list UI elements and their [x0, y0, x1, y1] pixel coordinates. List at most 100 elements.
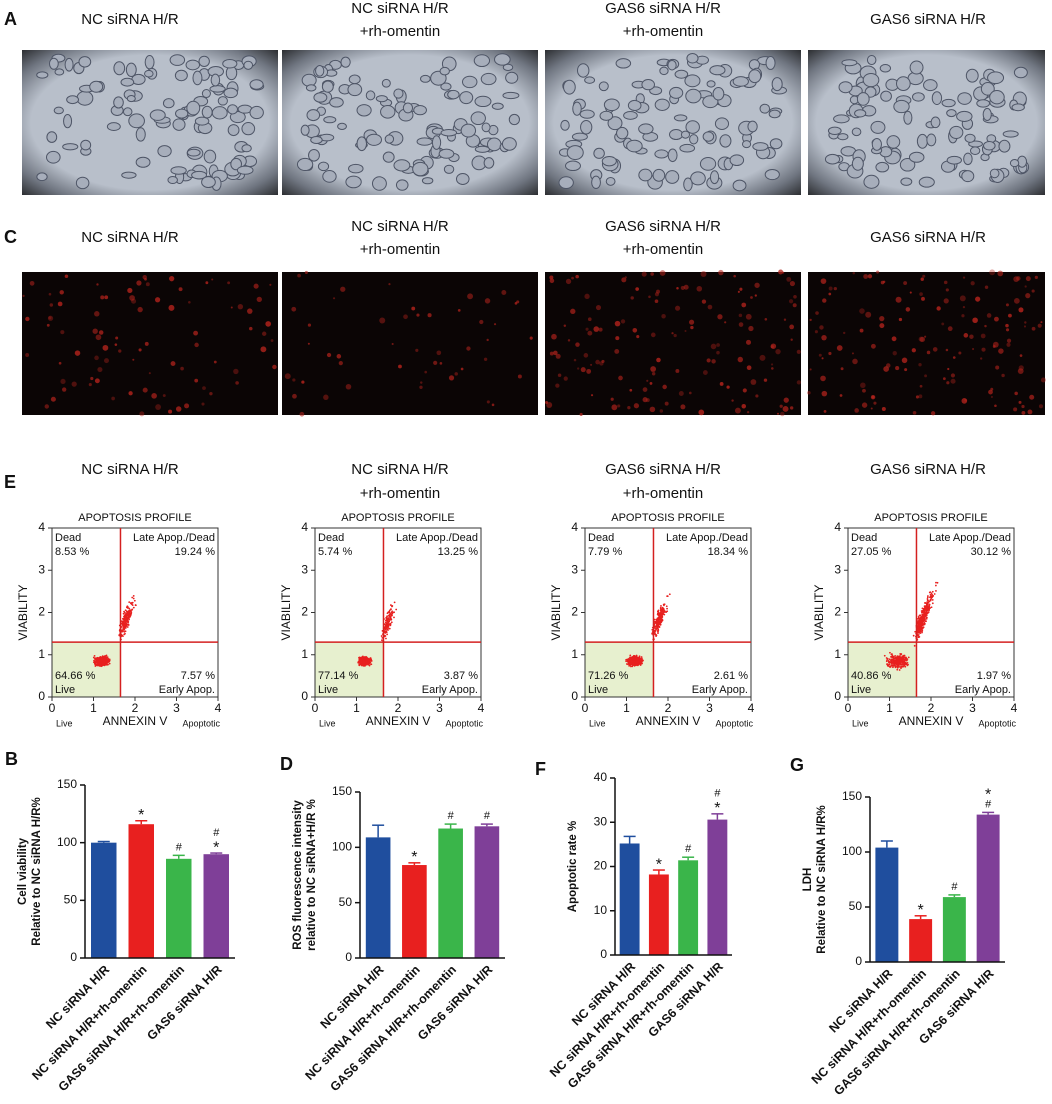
fluorescent-cell — [301, 380, 305, 384]
fluorescent-cell — [546, 401, 553, 408]
fluorescent-cell — [962, 276, 966, 279]
fluorescent-cell — [620, 319, 626, 324]
fluorescent-cell — [1008, 313, 1012, 318]
x-tick-label: 2 — [395, 701, 402, 715]
quadrant-name: Dead — [55, 532, 81, 544]
fluorescent-cell — [689, 319, 695, 325]
cell — [80, 139, 92, 151]
fluorescent-cell — [269, 283, 272, 286]
x-tick-label: GAS6 siRNA H/R+rh-omentin — [831, 967, 963, 1099]
event-dot — [925, 616, 928, 619]
fluorescent-cell — [779, 404, 783, 408]
fluorescent-cell — [701, 299, 707, 304]
fluorescent-cell — [947, 326, 953, 332]
fluorescent-cell — [1001, 373, 1005, 378]
fluorescent-cell — [621, 277, 627, 283]
cell — [337, 122, 347, 130]
event-dot — [388, 613, 391, 616]
event-dot — [905, 663, 908, 666]
event-dot — [128, 618, 130, 621]
event-dot — [127, 610, 130, 613]
event-dot — [386, 618, 389, 621]
fluorescent-cell — [98, 330, 104, 335]
event-dot — [385, 616, 388, 619]
fluorescent-cell — [284, 373, 291, 380]
bar — [707, 819, 728, 955]
cell — [157, 145, 172, 158]
cell — [601, 156, 617, 167]
event-dot — [105, 654, 108, 657]
cell — [963, 152, 973, 166]
x-axis-note: Apoptotic — [978, 718, 1016, 728]
event-dot — [636, 664, 639, 667]
fluorescent-cell — [586, 368, 592, 374]
fluorescent-cell — [137, 306, 143, 313]
fluorescent-cell — [1034, 275, 1038, 279]
fluorescent-cell — [230, 306, 233, 309]
fluorescent-cell — [981, 347, 986, 352]
fluorescent-cell — [656, 357, 661, 363]
fluorescent-cell — [194, 378, 199, 383]
fluorescent-cell — [675, 369, 680, 373]
event-dot — [124, 620, 127, 623]
event-dot — [94, 660, 97, 662]
fluorescent-cell — [664, 401, 669, 406]
event-dot — [108, 662, 111, 665]
panel-title: NC siRNA H/R — [81, 229, 179, 246]
event-dot — [105, 659, 108, 662]
event-dot — [931, 599, 934, 601]
cell — [616, 126, 629, 140]
event-dot — [933, 593, 936, 595]
fluorescent-cell — [1024, 285, 1027, 288]
cell — [566, 145, 584, 161]
event-dot — [638, 659, 641, 662]
fluorescent-cell — [783, 397, 789, 403]
cell — [683, 177, 693, 192]
y-tick-label: 1 — [571, 647, 578, 661]
fluorescent-cell — [852, 271, 856, 275]
fluorescent-cell — [998, 348, 1004, 354]
cell — [626, 139, 643, 153]
x-tick-label: 0 — [582, 701, 589, 715]
event-dot — [94, 658, 97, 661]
fluorescent-cell — [726, 385, 730, 389]
cell — [345, 175, 362, 189]
y-tick-label: 0 — [834, 689, 841, 703]
fluorescent-cell — [733, 274, 736, 278]
fluorescent-cell — [984, 324, 987, 328]
fluorescent-cell — [776, 412, 780, 415]
cell — [827, 126, 842, 136]
fluorescent-cell — [790, 338, 793, 341]
event-dot — [896, 668, 899, 671]
cell — [685, 88, 702, 104]
fluorescent-cell — [870, 343, 876, 349]
fluorescent-cell — [959, 295, 966, 302]
event-dot — [123, 630, 126, 633]
fluorescent-cell — [809, 318, 812, 322]
event-dot — [125, 618, 128, 621]
fluorescent-cell — [734, 407, 741, 414]
fluorescent-cell — [698, 409, 705, 416]
event-dot — [657, 616, 660, 618]
event-dot — [123, 611, 126, 614]
panel-title: +rh-omentin — [623, 23, 703, 40]
fluorescent-cell — [22, 294, 25, 298]
plot-title: APOPTOSIS PROFILE — [78, 512, 192, 524]
fluorescent-cell — [786, 276, 792, 282]
fluorescent-cell — [649, 406, 656, 413]
cell — [699, 156, 717, 171]
panel-title: NC siRNA H/R — [351, 0, 449, 17]
cell — [759, 103, 771, 114]
cell — [455, 173, 470, 186]
cell — [474, 145, 491, 153]
fluorescent-cell — [707, 304, 713, 310]
event-dot — [927, 595, 929, 597]
event-dot — [921, 630, 923, 633]
fluorescent-cell — [659, 270, 666, 276]
fluorescent-cell — [1040, 321, 1043, 324]
fluorescent-cell — [972, 347, 975, 351]
fluorescent-cell — [862, 388, 866, 393]
cell — [712, 87, 725, 101]
event-dot — [625, 663, 628, 665]
fluorescent-cell — [782, 406, 789, 412]
